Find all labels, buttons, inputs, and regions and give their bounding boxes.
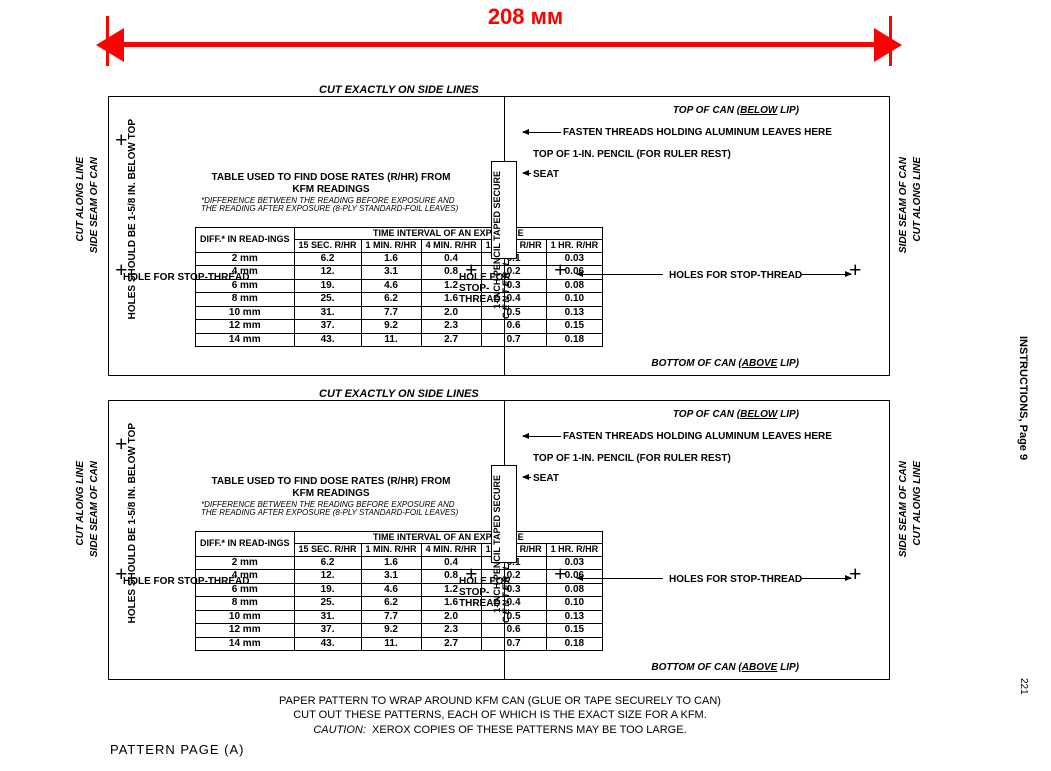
cross-mark: + bbox=[554, 561, 567, 587]
table-row: 8 mm25.6.21.60.40.10 bbox=[196, 597, 603, 611]
holes-stop-thread: HOLES FOR STOP-THREAD bbox=[669, 270, 802, 281]
holes-stop-thread: HOLES FOR STOP-THREAD bbox=[669, 574, 802, 585]
table-row: 12 mm37.9.22.30.60.15 bbox=[196, 320, 603, 334]
bottom-of-can: BOTTOM OF CAN (ABOVE LIP) bbox=[651, 662, 799, 673]
dimension-arrow bbox=[106, 36, 892, 66]
arrow bbox=[523, 477, 531, 478]
side-seam-right: SIDE SEAM OF CAN bbox=[898, 157, 909, 253]
dose-rate-table: DIFF.* IN READ-INGSTIME INTERVAL OF AN E… bbox=[195, 227, 603, 347]
table-row: 2 mm6.21.60.40.10.03 bbox=[196, 252, 603, 266]
holes-below-top: HOLES SHOULD BE 1-5/8 IN. BELOW TOP bbox=[127, 119, 189, 319]
cross-mark: + bbox=[465, 561, 478, 587]
table-row: 6 mm19.4.61.20.30.08 bbox=[196, 279, 603, 293]
footer-text: PAPER PATTERN TO WRAP AROUND KFM CAN (GL… bbox=[120, 694, 880, 737]
cross-mark: + bbox=[115, 257, 128, 283]
pencil-label: 1-INCH PENCIL TAPED SECURE bbox=[493, 171, 502, 309]
table-row: 10 mm31.7.72.00.50.13 bbox=[196, 610, 603, 624]
top-of-pencil: TOP OF 1-IN. PENCIL (FOR RULER REST) bbox=[533, 149, 731, 160]
cut-exactly-label: CUT EXACTLY ON SIDE LINES bbox=[319, 388, 479, 400]
table-row: 10 mm31.7.72.00.50.13 bbox=[196, 306, 603, 320]
cut-along-right: CUT ALONG LINE bbox=[912, 461, 923, 546]
cross-mark: + bbox=[849, 561, 862, 587]
page-number: 221 bbox=[1018, 678, 1029, 695]
cut-along-left: CUT ALONG LINE bbox=[75, 157, 86, 242]
arrow bbox=[523, 132, 561, 133]
footer-caution: XEROX COPIES OF THESE PATTERNS MAY BE TO… bbox=[372, 724, 687, 736]
table-note: *DIFFERENCE BETWEEN THE READING BEFORE E… bbox=[201, 501, 461, 516]
table-row: 14 mm43.11.2.70.70.18 bbox=[196, 637, 603, 651]
table-note: *DIFFERENCE BETWEEN THE READING BEFORE E… bbox=[201, 197, 461, 212]
table-title: TABLE USED TO FIND DOSE RATES (R/HR) FRO… bbox=[201, 476, 461, 499]
cross-mark: + bbox=[849, 257, 862, 283]
table-row: 6 mm19.4.61.20.30.08 bbox=[196, 583, 603, 597]
pencil-label: 1-INCH PENCIL TAPED SECURE bbox=[493, 475, 502, 613]
arrow bbox=[801, 578, 851, 579]
hole-stop-thread-left: HOLE FOR STOP-THREAD bbox=[123, 272, 249, 283]
cross-mark: + bbox=[115, 127, 128, 153]
cut-along-left: CUT ALONG LINE bbox=[75, 461, 86, 546]
table-row: 4 mm12.3.10.80.20.06 bbox=[196, 266, 603, 280]
side-seam-left: SIDE SEAM OF CAN bbox=[89, 461, 100, 557]
table-row: 14 mm43.11.2.70.70.18 bbox=[196, 333, 603, 347]
cut-exactly-label: CUT EXACTLY ON SIDE LINES bbox=[319, 84, 479, 96]
table-title: TABLE USED TO FIND DOSE RATES (R/HR) FRO… bbox=[201, 172, 461, 195]
table-row: 4 mm12.3.10.80.20.06 bbox=[196, 570, 603, 584]
seat-label: SEAT bbox=[533, 169, 559, 180]
fasten-threads: FASTEN THREADS HOLDING ALUMINUM LEAVES H… bbox=[563, 431, 832, 442]
arrow bbox=[577, 274, 663, 275]
bottom-of-can: BOTTOM OF CAN (ABOVE LIP) bbox=[651, 358, 799, 369]
cross-mark: + bbox=[465, 257, 478, 283]
fasten-threads: FASTEN THREADS HOLDING ALUMINUM LEAVES H… bbox=[563, 127, 832, 138]
top-of-can: TOP OF CAN (BELOW LIP) bbox=[673, 409, 799, 420]
holes-below-top: HOLES SHOULD BE 1-5/8 IN. BELOW TOP bbox=[127, 423, 189, 623]
arrow bbox=[523, 173, 531, 174]
pattern-panel-1: CUT EXACTLY ON SIDE LINES CUT ALONG LINE… bbox=[108, 96, 890, 376]
table-row: 12 mm37.9.22.30.60.15 bbox=[196, 624, 603, 638]
instructions-label: INSTRUCTIONS, Page 9 bbox=[1017, 336, 1029, 460]
top-of-pencil: TOP OF 1-IN. PENCIL (FOR RULER REST) bbox=[533, 453, 731, 464]
side-seam-left: SIDE SEAM OF CAN bbox=[89, 157, 100, 253]
seat-label: SEAT bbox=[533, 473, 559, 484]
cross-mark: + bbox=[554, 257, 567, 283]
side-seam-right: SIDE SEAM OF CAN bbox=[898, 461, 909, 557]
arrow bbox=[523, 436, 561, 437]
top-of-can: TOP OF CAN (BELOW LIP) bbox=[673, 105, 799, 116]
table-row: 8 mm25.6.21.60.40.10 bbox=[196, 293, 603, 307]
pattern-panel-2: CUT EXACTLY ON SIDE LINES CUT ALONG LINE… bbox=[108, 400, 890, 680]
cross-mark: + bbox=[115, 561, 128, 587]
dose-rate-table: DIFF.* IN READ-INGSTIME INTERVAL OF AN E… bbox=[195, 531, 603, 651]
cross-mark: + bbox=[115, 431, 128, 457]
arrow bbox=[801, 274, 851, 275]
table-row: 2 mm6.21.60.40.10.03 bbox=[196, 556, 603, 570]
cut-along-right: CUT ALONG LINE bbox=[912, 157, 923, 242]
pattern-page-label: PATTERN PAGE (A) bbox=[110, 742, 244, 757]
hole-stop-thread-left: HOLE FOR STOP-THREAD bbox=[123, 576, 249, 587]
dimension-label: 208 мм bbox=[488, 4, 563, 30]
arrow bbox=[577, 578, 663, 579]
